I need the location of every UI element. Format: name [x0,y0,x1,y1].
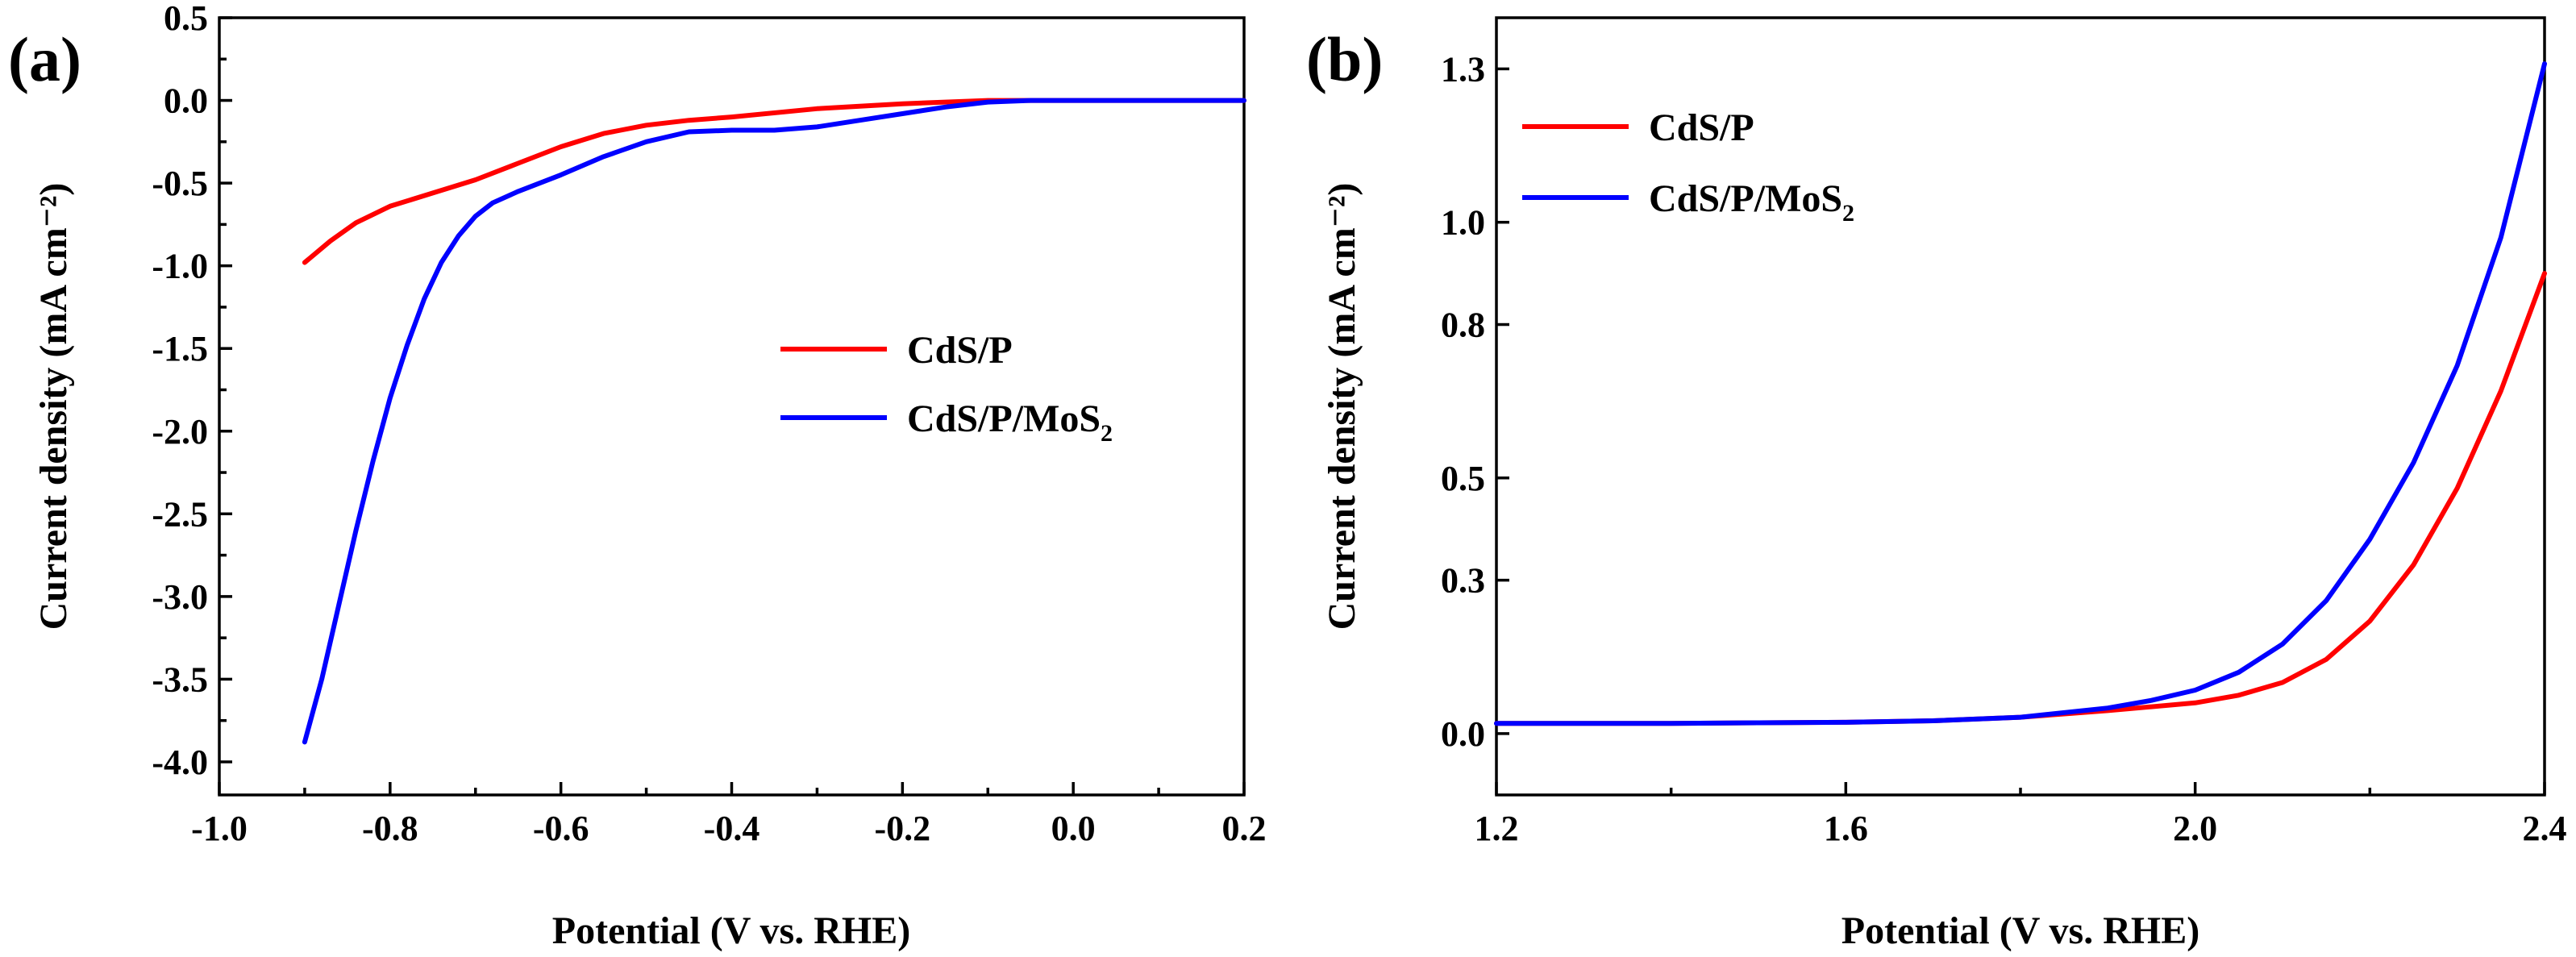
panel-a-y-tick-label: 0.0 [164,81,208,121]
panel-b: (b) 1.2 1.6 2.0 2.4 0.0 0.3 0.5 0.8 1.0 1.3 CdS/… [1306,16,2567,952]
panel-a-series [302,98,1246,745]
panel-b-x-ticks: 1.2 1.6 2.0 2.4 [1475,782,2567,848]
panel-a-legend-label-cdsp: CdS/P [907,329,1013,372]
panel-a-y-tick-label: -2.5 [152,494,208,534]
panel-b-y-axis-title: Current density (mA cm⁻²) [1321,183,1363,630]
panel-b-legend-label-cdsp: CdS/P [1649,106,1754,149]
panel-a-y-tick-label: -1.0 [152,247,208,286]
panel-a-x-tick-label: 0.2 [1222,809,1267,848]
panel-b-label: (b) [1306,24,1383,94]
panel-a-y-tick-label: -2.0 [152,412,208,451]
panel-a-x-tick-label: -0.2 [875,809,931,848]
panel-a-legend-label-cdspmos2-sub: 2 [1101,420,1113,447]
panel-a-y-axis-title: Current density (mA cm⁻²) [32,183,75,630]
panel-b-y-tick-label: 0.0 [1441,714,1485,754]
panel-b-legend-label-cdspmos2: CdS/P/MoS2 [1649,177,1854,227]
panel-a-legend: CdS/P CdS/P/MoS2 [780,329,1113,447]
panel-a-legend-label-cdspmos2: CdS/P/MoS2 [907,397,1113,447]
panel-b-x-tick-label: 1.6 [1824,809,1868,848]
panel-b-y-tick-label: 1.3 [1441,49,1485,89]
panel-b-series [1494,61,2547,726]
panel-b-y-tick-label: 0.5 [1441,459,1485,498]
panel-b-x-tick-label: 2.4 [2523,809,2567,848]
panel-a-x-tick-label: -0.8 [362,809,418,848]
panel-a-x-ticks: -1.0 -0.8 -0.6 -0.4 -0.2 0.0 0.2 [191,782,1267,848]
panel-b-series-cds-p-mos2-line [1494,61,2547,726]
panel-b-y-tick-label: 1.0 [1441,203,1485,243]
panel-b-legend-label-cdspmos2-sub: 2 [1842,200,1854,227]
panel-a-y-tick-label: -3.5 [152,659,208,699]
panel-a-y-tick-label: -4.0 [152,743,208,782]
panel-a-label: (a) [8,24,81,94]
panel-b-x-tick-label: 2.0 [2173,809,2217,848]
panel-b-x-axis-title: Potential (V vs. RHE) [1841,909,2199,952]
panel-a-x-axis-title: Potential (V vs. RHE) [552,909,910,952]
panel-a-x-tick-label: -0.4 [704,809,760,848]
panel-b-y-tick-label: 0.3 [1441,561,1485,601]
panel-b-legend: CdS/P CdS/P/MoS2 [1522,106,1854,227]
panel-a-x-tick-label: 0.0 [1051,809,1096,848]
panel-b-x-tick-label: 1.2 [1475,809,1519,848]
panel-a-series-cds-p-line [302,98,1246,265]
panel-b-legend-label-cdspmos2-main: CdS/P/MoS [1649,177,1842,220]
panel-b-y-tick-label: 0.8 [1441,306,1485,345]
panel-a-y-tick-label: -3.0 [152,577,208,617]
panel-a: (a) -1.0 -0.8 -0.6 -0.4 -0.2 0.0 0.2 0.5 0.0 -0.… [8,0,1267,952]
panel-b-y-ticks: 0.0 0.3 0.5 0.8 1.0 1.3 [1441,49,1509,754]
panel-a-series-cds-p-mos2-line [302,98,1246,745]
panel-a-legend-label-cdspmos2-main: CdS/P/MoS [907,397,1101,440]
panel-a-y-tick-label: 0.5 [164,0,208,38]
panel-a-x-tick-label: -0.6 [533,809,589,848]
panel-a-x-tick-label: -1.0 [191,809,248,848]
panel-a-y-tick-label: -1.5 [152,329,208,368]
panel-a-y-ticks: 0.5 0.0 -0.5 -1.0 -1.5 -2.0 -2.5 -3.0 -3.5 -4.0 [152,0,232,782]
panel-a-y-tick-label: -0.5 [152,164,208,203]
panel-b-series-cds-p-line [1494,271,2547,726]
